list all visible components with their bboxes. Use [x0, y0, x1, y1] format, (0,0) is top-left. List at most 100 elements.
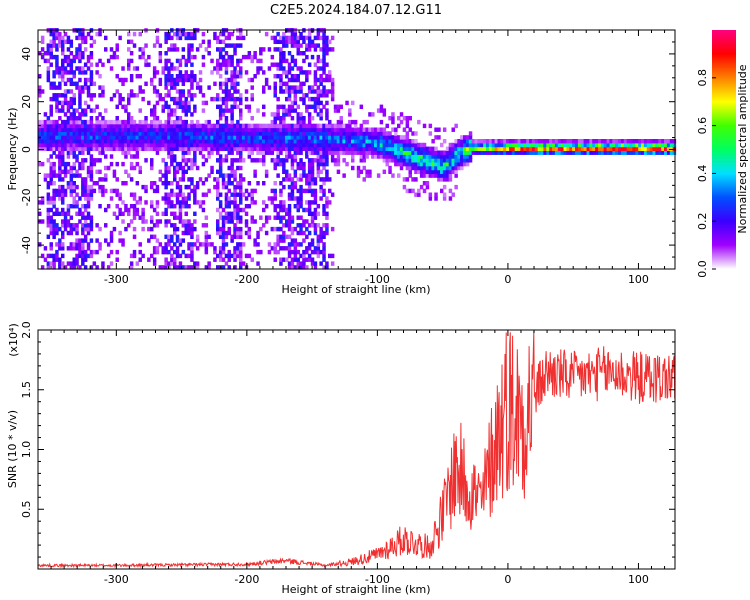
spectrogram-cell: [227, 249, 231, 255]
spectrogram-cell: [181, 108, 186, 113]
spectrogram-cell: [319, 35, 323, 41]
spectrogram-cell: [486, 139, 490, 144]
spectrogram-cell: [89, 249, 94, 255]
spectrogram-cell: [267, 196, 272, 201]
spectrogram-cell: [241, 177, 246, 182]
spectrogram-cell: [78, 139, 82, 144]
spectrogram-cell: [187, 253, 191, 259]
spectrogram-cell: [287, 253, 292, 259]
spectrogram-cell: [49, 226, 53, 232]
spectrogram-cell: [425, 146, 430, 152]
spectrogram-cell: [109, 131, 114, 136]
spectrogram-cell: [330, 131, 335, 136]
spectrogram-cell: [480, 139, 484, 144]
spectrogram-cell: [328, 127, 332, 132]
spectrogram-cell: [175, 253, 180, 259]
spectrogram-cell: [313, 108, 318, 113]
spectrogram-cell: [167, 196, 171, 201]
spectrogram-cell: [224, 139, 229, 144]
spectrogram-cell: [132, 43, 137, 48]
spectrogram-cell: [89, 253, 94, 259]
spectrogram-cell: [457, 154, 461, 159]
spectrogram-cell: [448, 142, 453, 148]
spectrogram-cell: [554, 150, 559, 155]
spectrogram-cell: [193, 242, 197, 247]
spectrogram-cell: [241, 123, 246, 129]
spectrogram-cell: [216, 93, 220, 98]
spectrogram-cell: [290, 116, 295, 121]
spectrogram-cell: [276, 139, 280, 144]
spectrogram-cell: [290, 66, 295, 71]
colorbar-gradient: [712, 30, 736, 269]
spectrogram-cell: [374, 135, 378, 140]
spectrogram-cell: [572, 150, 576, 155]
spectrogram-cell: [230, 211, 234, 217]
spectrogram-cell: [531, 150, 536, 155]
spectrogram-cell: [49, 230, 53, 236]
spectrogram-cell: [635, 139, 639, 144]
spectrogram-cell: [75, 47, 79, 52]
spectrogram-cell: [61, 223, 65, 228]
spectrogram-cell: [491, 146, 496, 152]
spectrogram-cell: [83, 223, 88, 228]
y-tick-label: -40: [20, 236, 33, 254]
spectrogram-cell: [273, 62, 277, 67]
spectrogram-cell: [669, 146, 674, 152]
spectrogram-cell: [141, 127, 145, 132]
spectrogram-cell: [86, 54, 91, 60]
spectrogram-cell: [244, 135, 249, 140]
spectrogram-cell: [325, 169, 329, 175]
spectrogram-cell: [517, 150, 522, 155]
spectrogram-cell: [161, 135, 165, 140]
spectrogram-cell: [437, 127, 441, 132]
spectrogram-cell: [75, 173, 79, 178]
spectrogram-cell: [63, 165, 68, 171]
spectrogram-cell: [296, 177, 300, 182]
spectrogram-cell: [98, 74, 102, 79]
spectrogram-cell: [394, 135, 398, 140]
spectrogram-cell: [167, 108, 171, 113]
spectrogram-cell: [184, 150, 188, 155]
spectrogram-cell: [190, 119, 194, 125]
spectrogram-cell: [61, 93, 65, 98]
spectrogram-cell: [81, 119, 85, 125]
spectrogram-cell: [181, 192, 186, 197]
spectrogram-cell: [89, 146, 94, 152]
spectrogram-cell: [287, 226, 292, 232]
spectrogram-cell: [204, 234, 209, 240]
spectrogram-cell: [282, 146, 286, 152]
spectrogram-cell: [112, 119, 117, 125]
spectrogram-cell: [397, 146, 401, 152]
spectrogram-cell: [118, 135, 122, 140]
spectrogram-cell: [46, 173, 51, 178]
spectrogram-cell: [101, 119, 105, 125]
spectrogram-cell: [319, 47, 323, 52]
spectrogram-cell: [293, 204, 298, 209]
spectrogram-cell: [81, 139, 85, 144]
spectrogram-cell: [247, 154, 252, 159]
spectrogram-cell: [129, 142, 134, 148]
spectrogram-cell: [296, 119, 300, 125]
spectrogram-cell: [359, 154, 364, 159]
spectrogram-cell: [313, 47, 318, 52]
spectrogram-cell: [463, 161, 467, 167]
spectrogram-cell: [221, 246, 226, 251]
spectrogram-cell: [629, 139, 634, 144]
spectrogram-cell: [330, 192, 335, 197]
spectrogram-cell: [195, 135, 200, 140]
spectrogram-cell: [195, 142, 200, 148]
spectrogram-cell: [264, 139, 269, 144]
spectrogram-cell: [316, 249, 321, 255]
spectrogram-cell: [603, 150, 608, 155]
spectrogram-cell: [414, 146, 418, 152]
spectrogram-cell: [451, 161, 455, 167]
spectrogram-cell: [339, 150, 343, 155]
spectrogram-cell: [218, 257, 223, 262]
spectrogram-cell: [652, 150, 656, 155]
spectrogram-cell: [181, 169, 186, 175]
spectrogram-cell: [273, 47, 277, 52]
spectrogram-cell: [351, 135, 355, 140]
spectrogram-cell: [661, 146, 665, 152]
spectrogram-cell: [224, 219, 229, 224]
spectrogram-cell: [72, 108, 76, 113]
